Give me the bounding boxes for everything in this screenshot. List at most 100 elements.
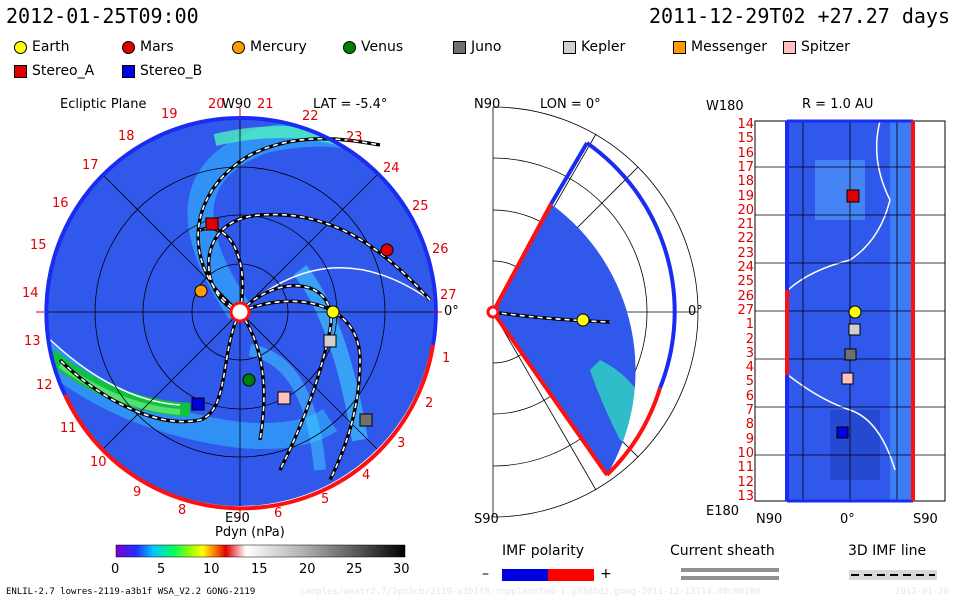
legend-item-spitzer: Spitzer [783,39,850,55]
row-label: 4 [745,360,754,376]
tick-label: 23 [346,130,363,145]
meridional-top-label: N90 [474,97,501,112]
tick-label: 6 [274,506,283,521]
colorbar-label: Pdyn (nPa) [215,525,285,540]
mercury-marker-icon [232,40,245,54]
stereo-a-marker-icon [14,64,27,78]
meridional-lon: LON = 0° [540,97,601,112]
row-label: 1 [745,317,754,333]
tick-label: 2 [425,396,434,411]
colorbar-tick: 20 [299,562,316,577]
row-label: 21 [737,217,754,233]
row-label: 16 [737,145,754,161]
legend-item-stereo-a: Stereo_A [14,63,94,79]
row-label: 17 [737,159,754,175]
sun-marker [229,301,251,323]
kepler-marker [848,323,861,336]
current-sheath-title: Current sheath [670,543,775,559]
imf-polarity-title: IMF polarity [502,543,585,559]
colorbar-tick: 0 [111,562,120,577]
legend-label: Stereo_B [140,63,203,79]
meridional-plane [486,106,699,518]
meridional-zero-label: 0° [688,304,703,319]
tick-label: 5 [321,492,330,507]
tick-label: 12 [36,378,53,393]
earth-marker [326,305,340,319]
colorbar-tick: 10 [203,562,220,577]
tick-label: 16 [52,196,69,211]
row-label: 2 [745,331,754,347]
stereo-a-marker [205,217,219,231]
imf-line-swatch [849,570,937,580]
row-label: 7 [745,403,754,418]
tick-label: 19 [161,107,178,122]
ecliptic-ticks [36,108,442,516]
tick-label: 27 [440,288,457,303]
tick-label: 25 [412,199,429,214]
legend-item-mercury: Mercury [232,39,307,55]
legend-item-stereo-b: Stereo_B [122,63,202,79]
run-time: 2012-01-25T09:00 [6,4,199,28]
legend-label: Spitzer [801,39,850,55]
ecliptic-plane [36,108,442,516]
spitzer-marker [277,391,291,405]
radial-x-right: S90 [913,512,938,527]
row-label: 3 [745,345,754,361]
legend-item-kepler: Kepler [563,39,625,55]
footer-date: 2012-01-26 [895,587,950,597]
tick-label: 10 [90,455,107,470]
row-label: 14 [737,117,754,132]
row-label: 8 [745,417,754,433]
legend-label: Messenger [691,39,768,55]
legend-item-venus: Venus [343,39,403,55]
imf-polarity-edge-positive [491,310,609,477]
radial-map [754,119,946,503]
imf-polarity-edge-negative [549,141,589,206]
imf-polarity-arc-negative [44,116,241,396]
tick-label: 22 [302,109,319,124]
imf-polarity-edge-positive [491,203,553,313]
row-label: 13 [737,488,754,504]
tick-label: 26 [432,242,449,257]
stereo-b-marker [836,426,849,439]
tick-label: 21 [257,97,274,112]
imf-3d-title: 3D IMF line [848,543,927,559]
kepler-marker-icon [563,40,576,54]
legend-label: Earth [32,39,70,55]
imf-polarity-minus: – [482,566,489,582]
earth-marker-icon [14,40,27,54]
earth-marker [848,305,862,319]
tick-label: 24 [383,161,400,176]
mercury-marker [194,284,208,298]
imf-polarity-plus: + [600,566,612,582]
imf-line [492,311,611,323]
colorbar-tick: 5 [157,562,166,577]
legend-item-messenger: Messenger [673,39,767,55]
legend-label: Venus [361,39,404,55]
imf-polarity-negative-swatch [502,569,548,581]
radial-r: R = 1.0 AU [802,97,874,112]
ecliptic-top-label: W90 [222,97,252,112]
current-sheath-swatch [681,568,779,580]
solar-wind-region [590,204,636,230]
meridional-bottom-label: S90 [474,512,499,527]
tick-label: 17 [82,158,99,173]
radial-x-left: N90 [756,512,783,527]
tick-label: 20 [208,97,225,112]
stereo-b-marker [191,397,205,411]
tick-label: 18 [118,129,135,144]
tick-label: 3 [397,436,406,451]
sun-marker [486,305,500,319]
ecliptic-lat: LAT = -5.4° [313,97,388,112]
row-label: 22 [737,231,754,247]
legend-label: Juno [471,39,502,55]
row-label: 24 [737,260,754,275]
legend-label: Mars [140,39,174,55]
row-label: 10 [737,445,754,461]
radial-top-label: W180 [706,99,744,114]
footer-model-info: ENLIL-2.7 lowres-2119-a3b1f WSA_V2.2 GON… [6,587,256,597]
current-sheath-line [46,329,181,406]
ecliptic-zero-label: 0° [444,304,459,319]
legend-label: Stereo_A [32,63,95,79]
tick-label: 11 [60,421,77,436]
